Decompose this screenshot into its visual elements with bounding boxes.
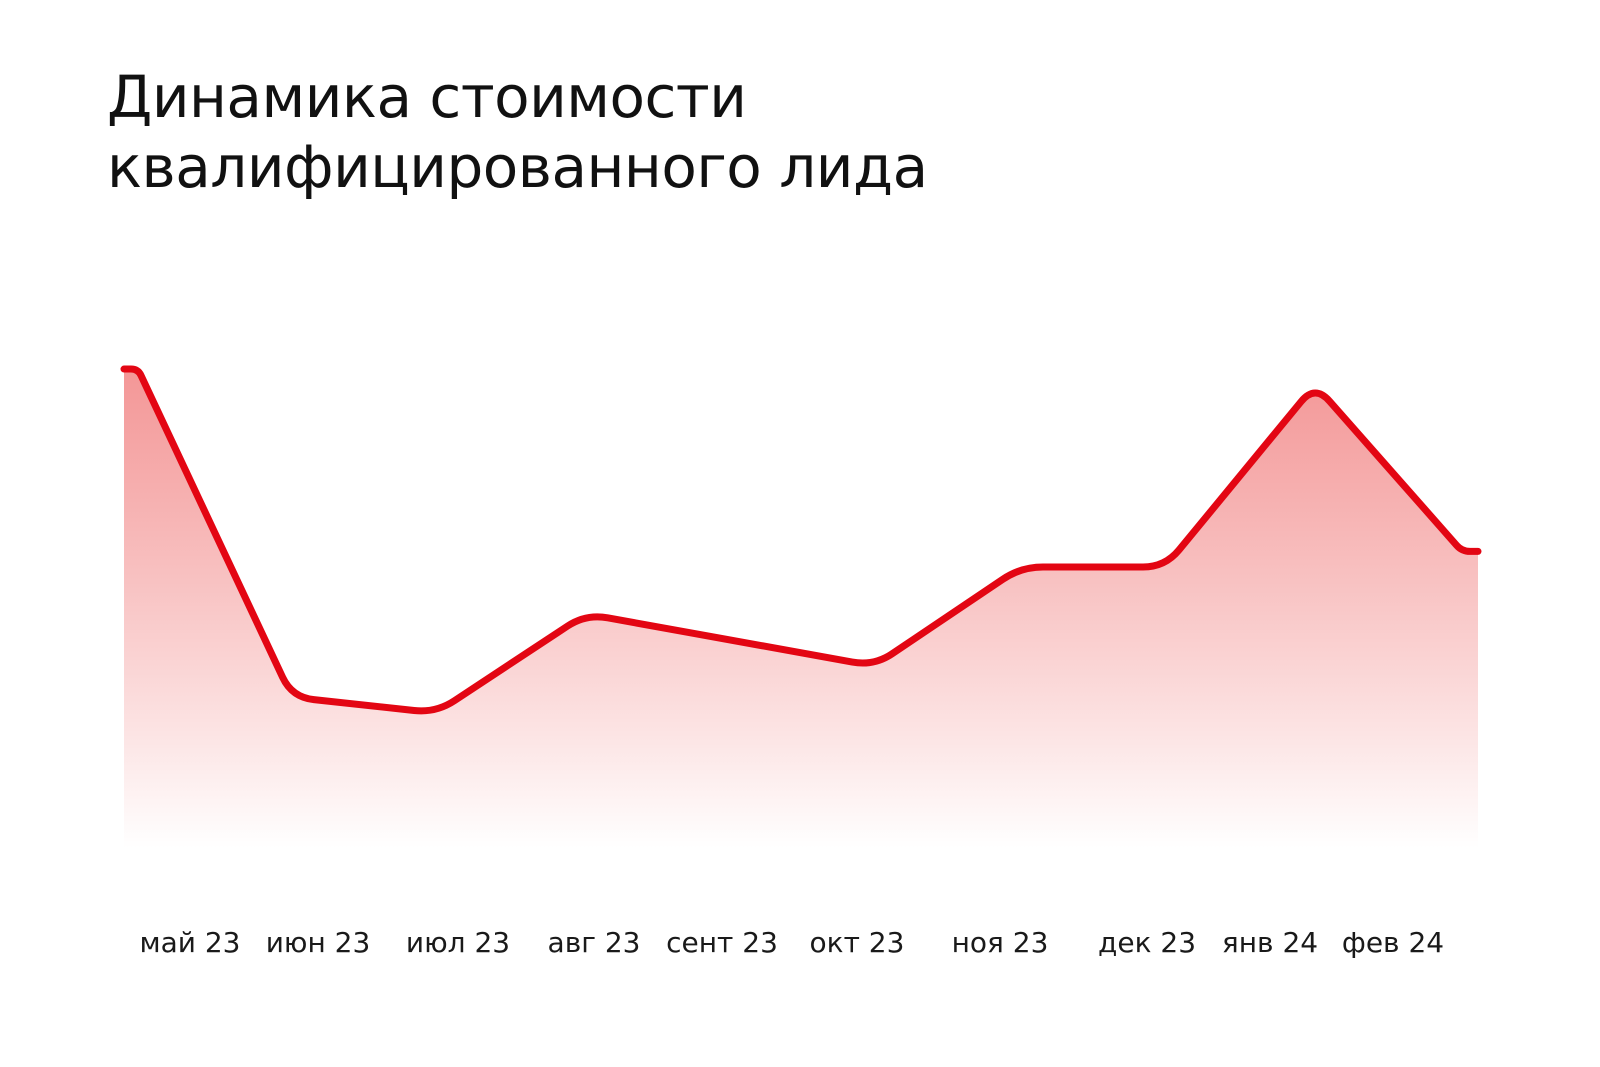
chart-title-line-1: Динамика стоимости [107, 63, 747, 131]
x-tick-label: янв 24 [1222, 926, 1318, 959]
chart-title: Динамика стоимости квалифицированного ли… [107, 62, 928, 202]
x-tick-label: фев 24 [1342, 926, 1444, 959]
x-tick-label: ноя 23 [952, 926, 1049, 959]
area-layer [124, 369, 1478, 848]
x-tick-label: окт 23 [810, 926, 905, 959]
x-tick-label: июл 23 [406, 926, 510, 959]
data-point [1312, 382, 1318, 388]
x-tick-label: июн 23 [266, 926, 371, 959]
chart-title-line-2: квалифицированного лида [107, 133, 928, 201]
series-line [120, 365, 1482, 715]
x-axis-labels: май 23 июн 23 июл 23 авг 23 сент 23 окт 23 ноя… [139, 926, 1444, 959]
line-layer [120, 365, 1482, 715]
x-tick-label: дек 23 [1098, 926, 1196, 959]
x-tick-label: май 23 [139, 926, 240, 959]
x-tick-label: сент 23 [666, 926, 778, 959]
series-area-fill [124, 369, 1478, 848]
x-tick-label: авг 23 [548, 926, 641, 959]
